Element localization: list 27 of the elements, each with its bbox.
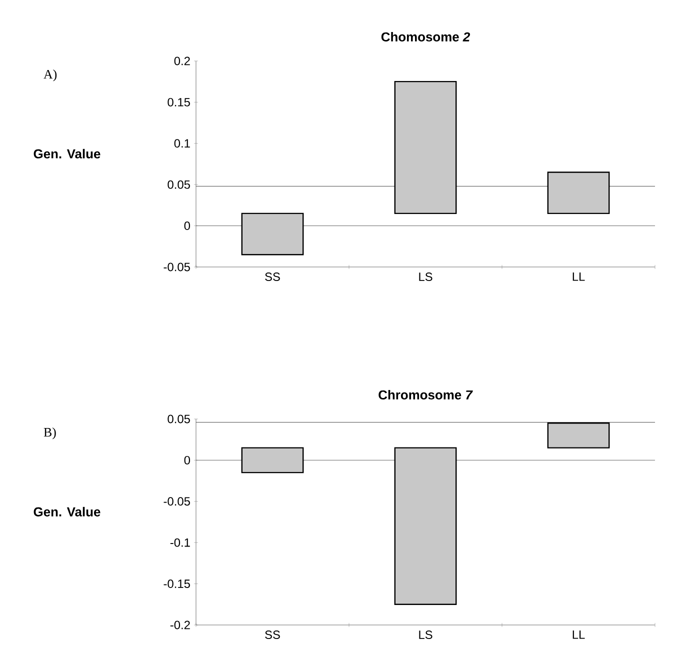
y-axis-title: Gen. Value — [34, 148, 100, 158]
y-axis-title: Gen. Value — [34, 506, 100, 516]
x-tick-label: LL — [572, 272, 585, 281]
text: B) — [44, 428, 56, 440]
x-tick-label: SS — [265, 630, 280, 639]
y-tick-label: -0.1 — [170, 538, 190, 547]
x-tick-label: SS — [265, 272, 280, 281]
y-tick-label: 0.2 — [174, 56, 190, 66]
y-tick-label: 0 — [184, 456, 190, 464]
x-tick-label: LS — [419, 630, 432, 639]
y-tick-label: -0.05 — [164, 497, 190, 506]
y-tick-label: 0.05 — [168, 180, 190, 189]
bar — [241, 212, 304, 256]
y-tick-label: -0.15 — [164, 580, 190, 588]
bar — [394, 80, 457, 214]
y-tick-label: -0.05 — [164, 262, 190, 272]
y-tick-label: 0.1 — [174, 139, 190, 148]
x-tick-label: LL — [572, 630, 585, 639]
y-tick-label: 0.05 — [168, 414, 190, 424]
y-tick-label: 0 — [184, 222, 190, 230]
bar — [547, 172, 610, 214]
text: A) — [44, 70, 57, 82]
chart-title: Chromosome 7 — [378, 390, 473, 400]
x-tick-label: LS — [419, 272, 432, 281]
chart-title: Chomosome 2 — [381, 32, 470, 42]
y-tick-label: -0.2 — [170, 620, 190, 630]
y-tick-label: 0.15 — [168, 98, 190, 106]
